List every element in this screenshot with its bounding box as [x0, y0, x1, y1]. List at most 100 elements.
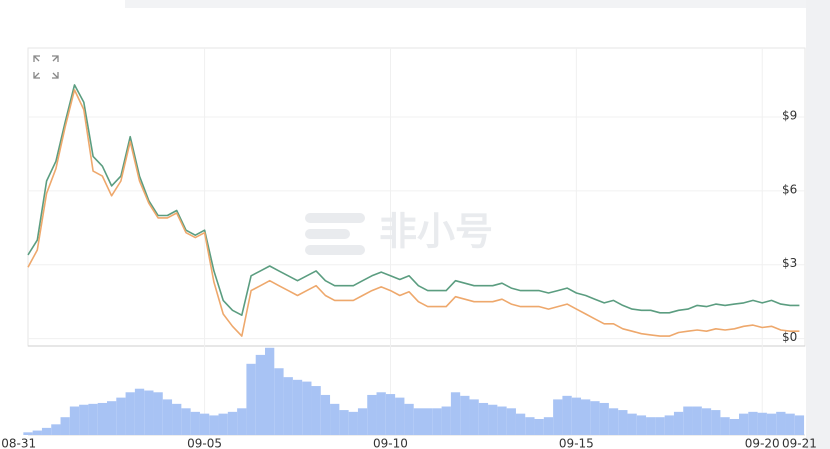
volume-bar	[311, 386, 321, 435]
volume-bar	[627, 413, 637, 435]
watermark: 非小号	[379, 210, 493, 254]
x-tick-label: 09-05	[187, 437, 222, 449]
volume-bar	[23, 432, 33, 435]
volume-bar	[460, 395, 470, 435]
volume-bar	[618, 410, 628, 435]
volume-bar	[385, 394, 396, 435]
volume-bar	[636, 415, 647, 435]
volume-bar	[246, 363, 256, 435]
volume-bar	[720, 417, 730, 435]
volume-bar	[404, 403, 414, 435]
volume-bar	[608, 408, 619, 435]
volume-bar	[144, 390, 154, 435]
volume-bar	[339, 410, 349, 435]
volume-bar	[450, 392, 461, 435]
volume-bar	[785, 413, 795, 435]
volume-bar	[581, 399, 591, 435]
volume-bar	[69, 406, 80, 435]
volume-bar	[265, 347, 275, 435]
volume-bar	[79, 404, 89, 435]
volume-bar	[255, 354, 266, 435]
volume-bar	[107, 401, 117, 435]
volume-bar	[543, 417, 554, 435]
volume-bar	[599, 402, 609, 435]
volume-bar	[227, 411, 238, 435]
y-tick-label: $3	[782, 256, 797, 270]
volume-bar	[367, 394, 377, 435]
watermark-logo	[305, 213, 365, 255]
volume-bar	[97, 402, 108, 435]
volume-bar	[794, 415, 805, 435]
volume-bar	[413, 408, 424, 435]
y-tick-label: $0	[782, 330, 797, 344]
volume-bar	[172, 403, 182, 435]
volume-bar	[776, 411, 786, 435]
volume-bar	[766, 413, 777, 435]
volume-bar	[571, 397, 582, 435]
volume-bar	[432, 408, 442, 435]
volume-bar	[32, 430, 42, 435]
volume-bar	[283, 377, 293, 435]
volume-bar	[423, 408, 433, 435]
volume-bar	[515, 413, 526, 435]
side-panel	[806, 0, 830, 449]
volume-bar	[320, 394, 331, 435]
volume-bar	[395, 397, 405, 435]
price-line	[27, 89, 800, 337]
volume-bar	[534, 418, 544, 435]
volume-bar	[673, 411, 684, 435]
volume-bar	[41, 427, 52, 435]
volume-bar	[692, 406, 702, 435]
volume-bar	[488, 404, 498, 435]
plot-frame	[27, 47, 806, 347]
volume-bar	[330, 403, 340, 435]
volume-bar	[125, 392, 135, 435]
x-tick-label: 09-15	[559, 437, 594, 449]
volume-bar	[729, 418, 740, 435]
volume-bar	[274, 368, 284, 435]
volume-bar	[292, 379, 303, 435]
volume-bar	[478, 402, 489, 435]
volume-bar	[525, 417, 535, 435]
volume-bar	[60, 417, 70, 435]
volume-bar	[711, 410, 721, 435]
volume-bar	[441, 406, 451, 435]
volume-bar	[469, 399, 479, 435]
volume-bar	[116, 397, 126, 435]
volume-bar	[153, 392, 163, 435]
volume-bar	[199, 413, 210, 435]
volume-bar	[218, 413, 228, 435]
volume-bar	[134, 388, 145, 435]
volume-bar	[553, 399, 563, 435]
volume-bar	[209, 415, 219, 435]
fullscreen-icon[interactable]	[33, 55, 59, 79]
volume-bar	[562, 395, 572, 435]
y-tick-label: $9	[782, 108, 797, 122]
volume-bar	[739, 413, 749, 435]
plot-layer	[23, 48, 805, 435]
x-tick-label: 09-21	[782, 437, 817, 449]
volume-bar	[664, 415, 674, 435]
x-tick-label: 09-20	[745, 437, 780, 449]
x-tick-label: 08-31	[1, 437, 36, 449]
volume-bar	[590, 401, 600, 435]
volume-bar	[646, 417, 656, 435]
volume-bar	[190, 411, 200, 435]
y-tick-label: $6	[782, 182, 797, 196]
top-strip	[125, 0, 830, 8]
volume-bar	[757, 412, 767, 435]
volume-bar	[357, 408, 368, 435]
volume-bar	[302, 381, 312, 435]
volume-bar	[88, 403, 98, 435]
price-line	[27, 84, 800, 316]
volume-bar	[237, 408, 247, 435]
volume-bar	[181, 408, 191, 435]
x-tick-label: 09-10	[373, 437, 408, 449]
volume-bar	[655, 417, 665, 435]
volume-bar	[701, 408, 712, 435]
volume-bar	[506, 408, 516, 435]
volume-bar	[376, 392, 386, 435]
volume-bar	[162, 399, 173, 435]
